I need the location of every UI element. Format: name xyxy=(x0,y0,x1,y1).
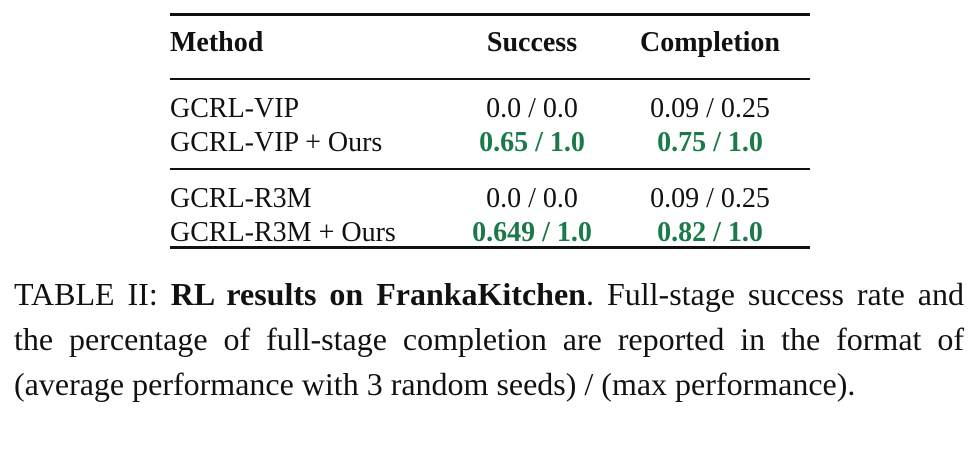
table-row-method: GCRL-R3M xyxy=(170,183,312,214)
table-row-method: GCRL-VIP xyxy=(170,93,300,124)
success-value-best: 0.65 / 1.0 xyxy=(479,127,585,158)
success-value: 0.0 / 0.0 xyxy=(486,93,578,124)
header-completion-text: Completion xyxy=(640,27,780,58)
caption-label: TABLE II: xyxy=(14,276,171,312)
header-success-text: Success xyxy=(486,27,578,58)
table-header-rule xyxy=(170,78,810,80)
success-value: 0.0 / 0.0 xyxy=(486,183,578,214)
success-value-best: 0.649 / 1.0 xyxy=(472,217,592,248)
table-row-method: GCRL-R3M + Ours xyxy=(170,217,396,248)
completion-value: 0.09 / 0.25 xyxy=(650,93,770,124)
completion-value: 0.09 / 0.25 xyxy=(650,183,770,214)
caption-title: RL results on FrankaKitchen xyxy=(170,276,586,312)
table-caption: TABLE II: RL results on FrankaKitchen. F… xyxy=(14,272,964,407)
caption-body: . Full-stage success rate and the percen… xyxy=(14,276,965,402)
completion-value-best: 0.82 / 1.0 xyxy=(657,217,763,248)
table-group-rule xyxy=(170,168,810,170)
header-method: Method xyxy=(170,27,264,58)
completion-value-best: 0.75 / 1.0 xyxy=(657,127,763,158)
table-top-rule xyxy=(170,13,810,16)
table-row-method: GCRL-VIP + Ours xyxy=(170,127,383,158)
table-bottom-rule xyxy=(170,246,810,249)
